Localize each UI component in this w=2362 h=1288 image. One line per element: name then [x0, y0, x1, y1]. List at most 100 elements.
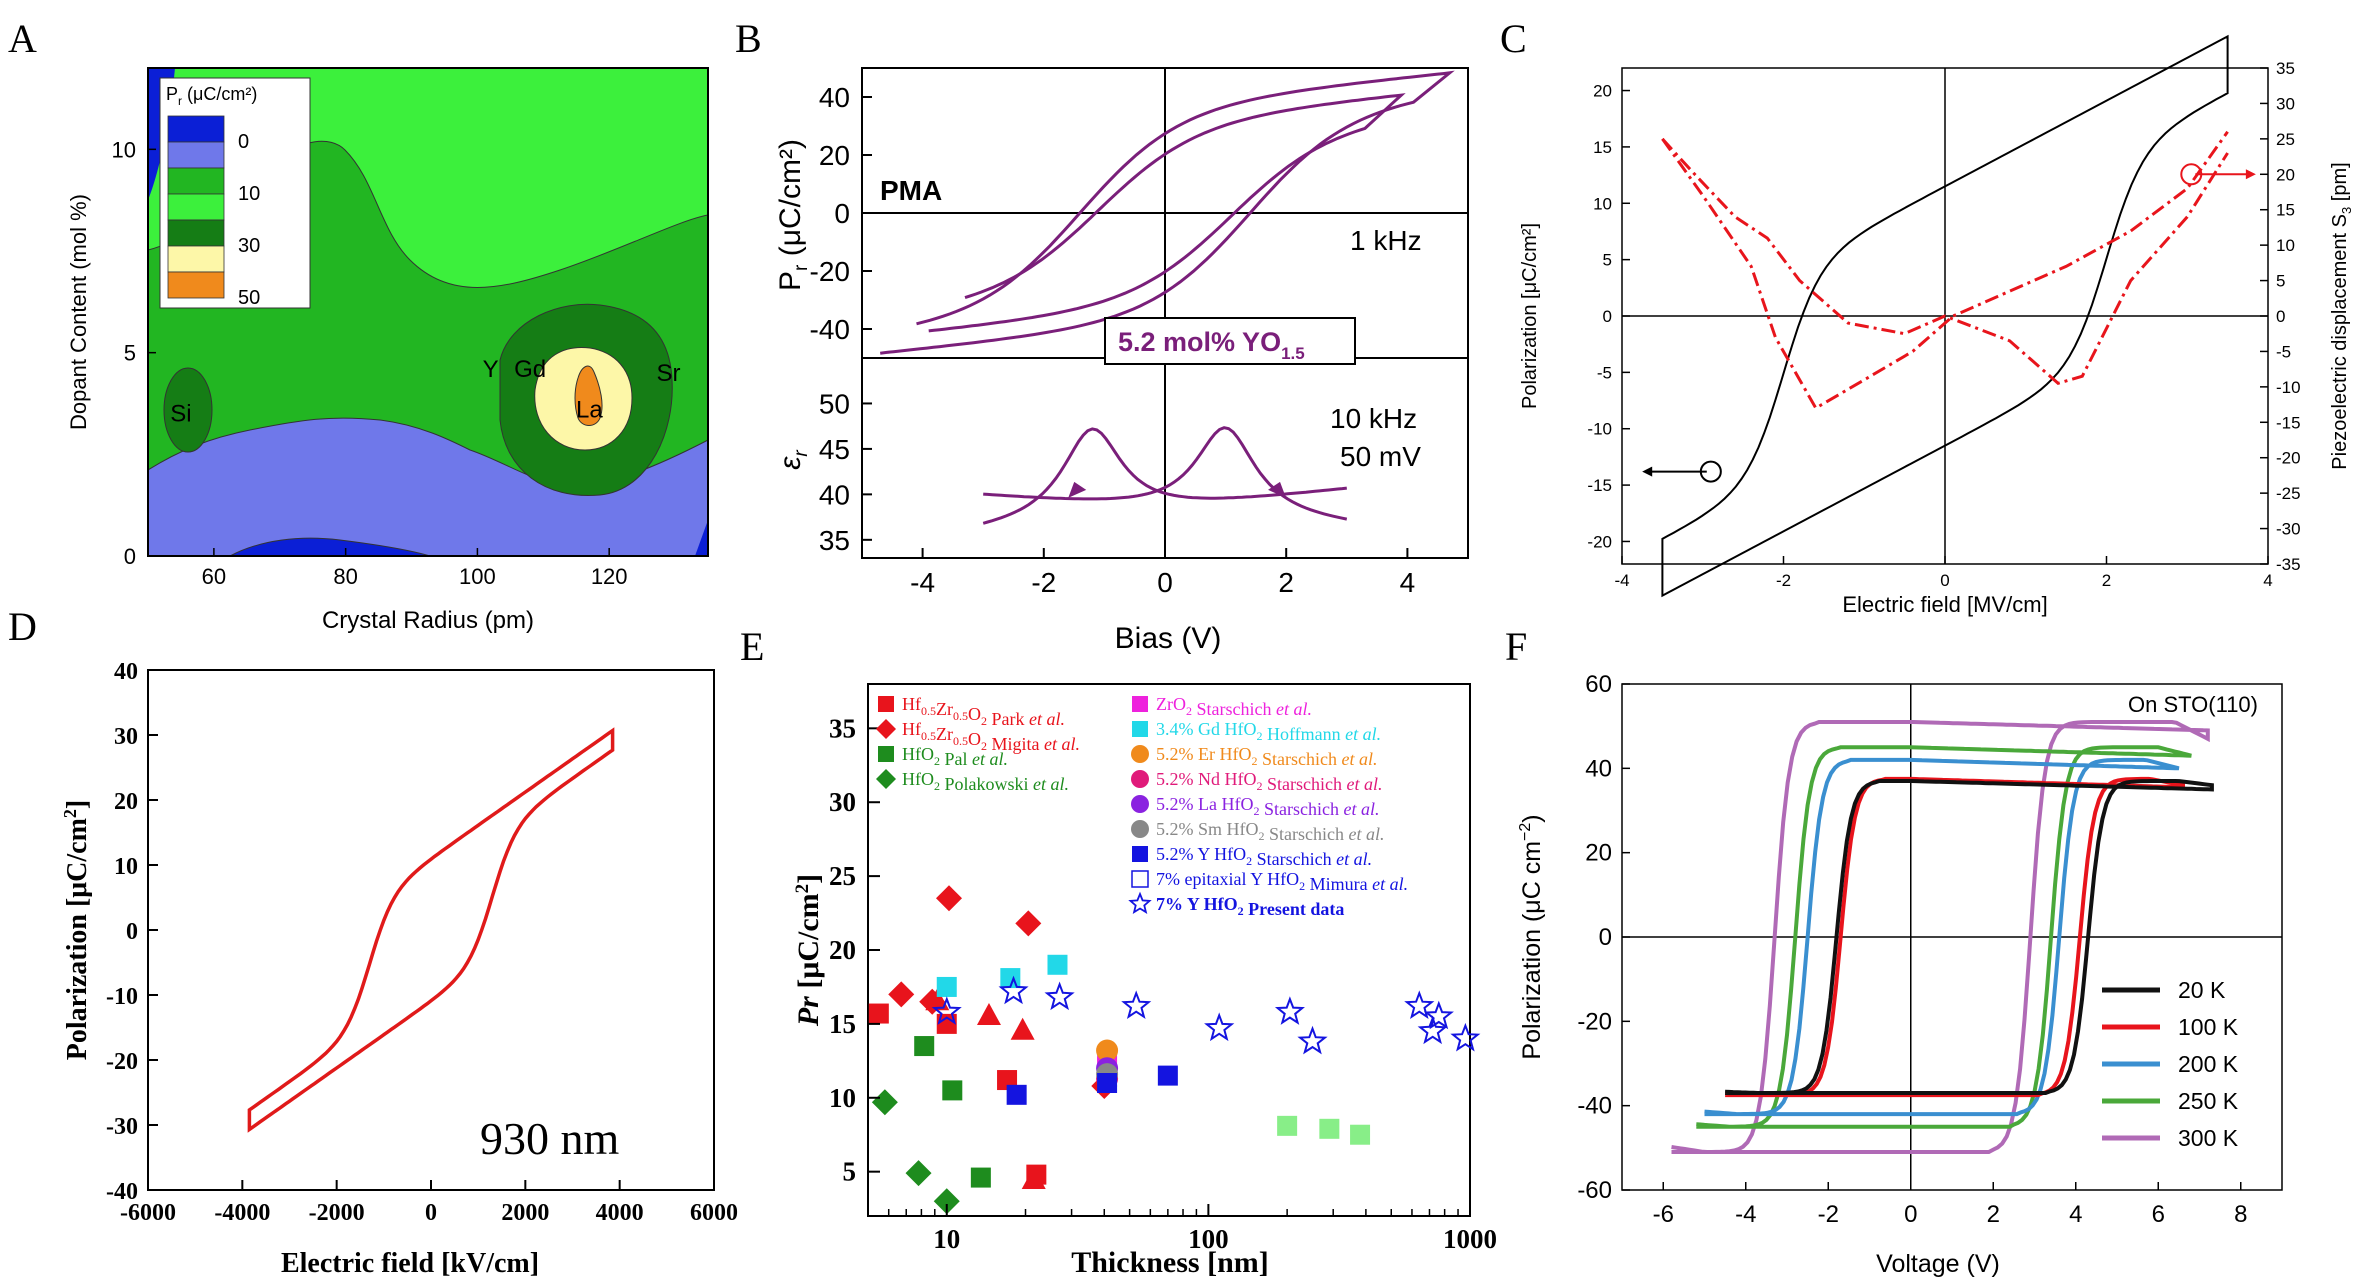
- d-xtick-label: -6000: [120, 1200, 176, 1226]
- b-box-label: 5.2 mol% YO1.5: [1118, 327, 1305, 363]
- f-xlabel: Voltage (V): [1876, 1250, 2000, 1278]
- a-legend: Pr (μC/cm²) 0 10 30 50: [159, 77, 311, 309]
- e-point-2: [925, 988, 950, 1011]
- e-point-1: [888, 981, 915, 1008]
- e-legend-suffix: Pal: [940, 749, 972, 769]
- f-annotation: On STO(110): [2128, 692, 2258, 717]
- b-annot-50mv: 50 mV: [1340, 441, 1421, 472]
- f-ytick-label: 0: [1599, 924, 1612, 951]
- c-ytick-right-label: -15: [2276, 413, 2301, 432]
- f-xtick-label: -2: [1818, 1201, 1839, 1228]
- a-annotation-gd: Gd: [514, 356, 546, 383]
- e-ytick-label: 25: [829, 861, 856, 891]
- e-legend-sub: 2: [934, 779, 940, 793]
- e-legend-suffix: Park: [987, 709, 1029, 729]
- c-ylabel-right: Piezoelectric displacement S3 [pm]: [2329, 162, 2354, 469]
- e-legend-marker: [1131, 820, 1149, 838]
- b-ytick-bottom-label: 50: [819, 388, 850, 419]
- f-loop-20k: [1725, 779, 2214, 1095]
- e-legend-italic: et al.: [1348, 824, 1384, 844]
- region-50: [574, 365, 603, 426]
- d-ytick-label: 20: [114, 789, 138, 815]
- e-ytick-label: 5: [843, 1157, 857, 1187]
- e-legend-sub: 2: [1257, 779, 1263, 793]
- c-arrowhead-left: [1642, 466, 1653, 477]
- e-legend-italic: et al.: [1029, 709, 1065, 729]
- b-ytick-top-label: -20: [810, 256, 850, 287]
- panel-label-f: F: [1505, 624, 1527, 669]
- a-annotation-si: Si: [170, 401, 191, 428]
- e-ylabel: Pr [μC/cm2]: [792, 874, 825, 1027]
- c-xtick-label: 4: [2263, 571, 2272, 590]
- e-point-11: [1097, 1073, 1118, 1093]
- e-legend-text: 5.2% Sm HfO: [1156, 819, 1259, 839]
- e-xtick-label: 100: [1188, 1224, 1229, 1254]
- c-ytick-left-label: 20: [1593, 82, 1612, 101]
- e-legend-italic: et al.: [1345, 724, 1381, 744]
- e-point-13: [1404, 990, 1435, 1019]
- c-ytick-right-label: -10: [2276, 378, 2301, 397]
- b-xtick-label: 2: [1278, 567, 1294, 598]
- e-legend-label: 5.2% Nd HfO2 Starschich et al.: [1156, 769, 1382, 794]
- e-legend-text: HfO: [902, 744, 934, 764]
- b-xtick-label: 4: [1400, 567, 1416, 598]
- e-legend-marker: [1128, 891, 1152, 914]
- d-xlabel: Electric field [kV/cm]: [281, 1248, 539, 1279]
- e-legend-sub: 2: [1253, 804, 1259, 818]
- e-point-4: [933, 1188, 960, 1215]
- e-point-7: [1096, 1039, 1119, 1062]
- e-legend-text: 7% Y HfO: [1156, 894, 1238, 914]
- f-xtick-label: -4: [1735, 1201, 1756, 1228]
- e-ytick-label: 20: [829, 935, 856, 965]
- b-ytick-bottom-label: 45: [819, 434, 850, 465]
- f-legend-label: 100 K: [2178, 1014, 2239, 1040]
- c-ytick-right-label: 15: [2276, 201, 2295, 220]
- e-legend-text: 5.2% La HfO: [1156, 794, 1253, 814]
- e-point-14: [1350, 1124, 1371, 1145]
- e-legend-italic: et al.: [1341, 749, 1377, 769]
- d-xtick-label: 6000: [690, 1200, 738, 1226]
- c-ytick-left-label: -15: [1587, 476, 1612, 495]
- e-legend-sub: 2: [981, 714, 987, 728]
- e-legend-suffix: Starschich: [1263, 774, 1347, 794]
- b-eps-arrow-right: [1268, 481, 1287, 498]
- b-annot-1khz: 1 kHz: [1350, 225, 1422, 256]
- e-point-1: [1015, 910, 1042, 937]
- e-ytick-label: 15: [829, 1009, 856, 1039]
- d-annotation: 930 nm: [480, 1113, 620, 1164]
- e-legend-text: Hf: [902, 694, 921, 714]
- f-legend-label: 20 K: [2178, 977, 2226, 1003]
- b-loop-inner: [880, 70, 1455, 355]
- e-point-1: [936, 885, 963, 912]
- b-loop-outer: [928, 93, 1406, 333]
- b-xtick-label: -4: [910, 567, 935, 598]
- e-legend-marker: [1132, 721, 1148, 737]
- e-legend-suffix: Polakowski: [940, 774, 1033, 794]
- b-ytick-top-label: -40: [810, 314, 850, 345]
- b-ytick-top-label: 40: [819, 82, 850, 113]
- a-legend-label: 0: [238, 131, 249, 153]
- d-xtick-label: -2000: [309, 1200, 365, 1226]
- f-xtick-label: 2: [1987, 1201, 2000, 1228]
- f-ytick-label: 20: [1585, 840, 1612, 867]
- e-xtick-label: 1000: [1443, 1224, 1497, 1254]
- f-xtick-label: -6: [1653, 1201, 1674, 1228]
- panel-label-e: E: [740, 624, 764, 669]
- e-legend-suffix: Mimura: [1305, 874, 1372, 894]
- d-xtick-label: 0: [425, 1200, 437, 1226]
- plot-frame: [147, 67, 709, 557]
- e-legend-text: 5.2% Er HfO: [1156, 744, 1251, 764]
- e-legend-text: Hf: [902, 719, 921, 739]
- e-legend-suffix: Starschich: [1192, 699, 1276, 719]
- e-point-2: [1010, 1017, 1035, 1040]
- e-legend-text: 7% epitaxial Y HfO: [1156, 869, 1299, 889]
- e-legend-italic: et al.: [1336, 849, 1372, 869]
- b-ylabel-bottom: εr: [774, 450, 812, 470]
- c-arrowhead-right: [2245, 169, 2256, 180]
- e-legend-text: HfO: [902, 769, 934, 789]
- c-ytick-right-label: 30: [2276, 94, 2295, 113]
- f-legend-label: 300 K: [2178, 1125, 2239, 1151]
- b-ytick-top-label: 20: [819, 140, 850, 171]
- c-xlabel: Electric field [MV/cm]: [1842, 592, 2047, 617]
- d-ytick-label: 40: [114, 659, 138, 685]
